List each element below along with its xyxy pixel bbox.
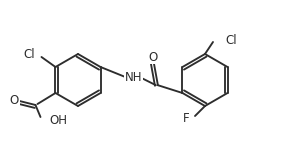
Text: OH: OH [49,115,68,127]
Text: O: O [148,51,158,64]
Text: O: O [10,95,19,107]
Text: F: F [183,112,189,125]
Text: Cl: Cl [225,34,237,46]
Text: NH: NH [125,71,142,84]
Text: Cl: Cl [24,49,35,61]
